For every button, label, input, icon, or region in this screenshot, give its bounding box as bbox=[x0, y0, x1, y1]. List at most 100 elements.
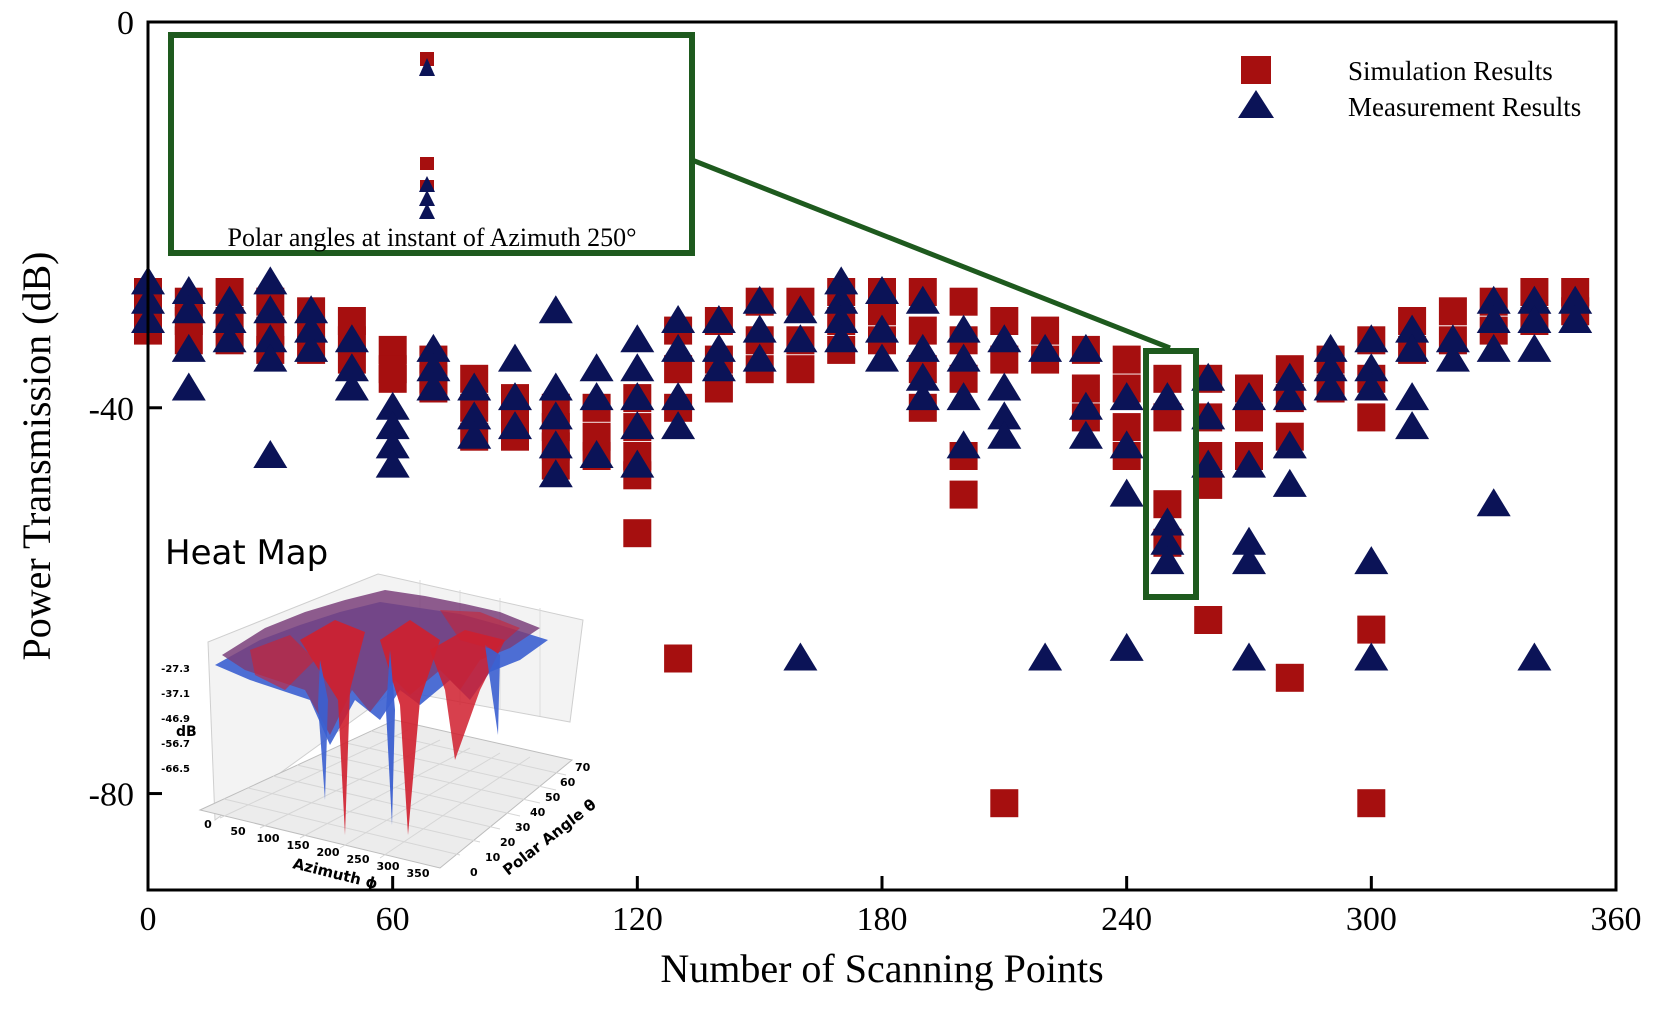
measurement-point bbox=[375, 449, 410, 478]
heatmap-title: Heat Map bbox=[165, 533, 328, 573]
measurement-point bbox=[1395, 333, 1430, 362]
measurement-point bbox=[1191, 362, 1226, 391]
measurement-point bbox=[334, 372, 369, 401]
legend-label-measurement: Measurement Results bbox=[1348, 92, 1581, 122]
measurement-point bbox=[865, 343, 899, 372]
measurement-point bbox=[171, 372, 206, 401]
measurement-point bbox=[171, 276, 206, 304]
heatmap-surface bbox=[215, 590, 548, 835]
heatmap-x-tick: 300 bbox=[377, 860, 400, 873]
measurement-point bbox=[1354, 642, 1389, 671]
legend-marker-measurement bbox=[1238, 90, 1274, 118]
measurement-point bbox=[865, 314, 899, 343]
heatmap-z-tick: -37.1 bbox=[161, 689, 190, 700]
heatmap-z-tick: -46.9 bbox=[161, 714, 190, 725]
measurement-point bbox=[1028, 642, 1063, 671]
measurement-series bbox=[131, 266, 1593, 671]
x-axis-ticks: 0 60 120 180 240 300 360 bbox=[140, 876, 1642, 938]
heatmap-x-tick: 350 bbox=[407, 867, 430, 880]
x-tick-label: 240 bbox=[1101, 901, 1152, 938]
measurement-point bbox=[294, 333, 329, 362]
measurement-point bbox=[212, 305, 247, 333]
measurement-point bbox=[375, 430, 410, 459]
heatmap-inset: Heat Map bbox=[161, 533, 599, 893]
measurement-point bbox=[498, 411, 532, 440]
y-tick-label: -40 bbox=[89, 391, 134, 428]
measurement-point bbox=[1395, 382, 1430, 411]
measurement-point bbox=[1150, 382, 1185, 411]
measurement-point bbox=[375, 411, 410, 440]
simulation-point bbox=[664, 644, 693, 673]
measurement-point bbox=[1558, 285, 1593, 314]
heatmap-z-tick: -66.5 bbox=[161, 764, 190, 775]
simulation-point bbox=[378, 364, 407, 393]
heatmap-x-tick: 150 bbox=[287, 839, 310, 852]
y-axis-label: Power Transmission (dB) bbox=[14, 252, 59, 661]
measurement-point bbox=[1476, 305, 1511, 333]
measurement-point bbox=[620, 324, 655, 353]
measurement-point bbox=[1109, 430, 1144, 459]
measurement-point bbox=[905, 362, 940, 391]
measurement-point bbox=[457, 420, 492, 449]
measurement-point bbox=[1476, 488, 1511, 517]
heatmap-y-ticks: 0 10 20 30 40 50 60 70 bbox=[470, 761, 591, 879]
measurement-point bbox=[1313, 372, 1348, 401]
measurement-point bbox=[253, 295, 288, 324]
measurement-point bbox=[661, 411, 696, 440]
zoom-marker-sim-2 bbox=[420, 157, 434, 170]
measurement-point bbox=[1272, 382, 1307, 411]
measurement-point bbox=[742, 314, 777, 343]
measurement-point bbox=[334, 353, 369, 382]
zoom-annotation: Polar angles at instant of Azimuth 250° bbox=[168, 32, 1199, 600]
y-tick-label: -80 bbox=[89, 777, 134, 814]
simulation-point bbox=[1357, 615, 1386, 644]
heatmap-x-tick: 200 bbox=[317, 846, 340, 859]
measurement-point bbox=[1232, 449, 1266, 478]
measurement-point bbox=[1476, 333, 1511, 362]
measurement-point bbox=[253, 440, 288, 468]
y-axis-ticks: 0 -40 -80 bbox=[89, 5, 162, 814]
measurement-point bbox=[1395, 314, 1430, 343]
measurement-point bbox=[1558, 305, 1593, 333]
heatmap-y-tick: 10 bbox=[485, 851, 501, 864]
measurement-point bbox=[905, 285, 940, 314]
heatmap-z-label: dB bbox=[176, 724, 197, 740]
x-tick-label: 60 bbox=[376, 901, 410, 938]
measurement-point bbox=[661, 333, 696, 362]
zoom-marker-meas-2 bbox=[419, 176, 435, 192]
measurement-point bbox=[253, 266, 288, 295]
measurement-point bbox=[1313, 333, 1348, 362]
measurement-point bbox=[375, 391, 410, 420]
measurement-point bbox=[538, 430, 573, 459]
measurement-point bbox=[1435, 324, 1470, 353]
measurement-point bbox=[905, 333, 940, 362]
measurement-point bbox=[416, 333, 451, 362]
measurement-point bbox=[498, 382, 532, 411]
measurement-point bbox=[171, 295, 206, 324]
measurement-point bbox=[1313, 353, 1348, 382]
zoom-marker-meas-4 bbox=[419, 203, 435, 219]
measurement-point bbox=[1232, 382, 1266, 411]
measurement-point bbox=[661, 382, 696, 411]
heatmap-y-tick: 40 bbox=[530, 806, 546, 819]
measurement-point bbox=[1068, 333, 1103, 362]
measurement-point bbox=[1191, 401, 1226, 430]
measurement-point bbox=[620, 449, 655, 478]
simulation-point bbox=[1438, 297, 1467, 326]
zoom-marker-meas-3 bbox=[419, 190, 435, 206]
measurement-point bbox=[946, 430, 981, 459]
measurement-point bbox=[1517, 285, 1552, 314]
measurement-point bbox=[1232, 546, 1266, 575]
measurement-point bbox=[294, 314, 329, 343]
measurement-point bbox=[1232, 642, 1266, 671]
heatmap-y-tick: 60 bbox=[560, 776, 576, 789]
simulation-point bbox=[1357, 403, 1386, 432]
measurement-point bbox=[1232, 526, 1266, 555]
measurement-point bbox=[701, 353, 736, 382]
measurement-point bbox=[538, 459, 573, 488]
measurement-point bbox=[783, 642, 818, 671]
zoom-box-label: Polar angles at instant of Azimuth 250° bbox=[227, 223, 636, 252]
y-tick-label: 0 bbox=[117, 5, 134, 42]
measurement-point bbox=[824, 285, 859, 314]
measurement-point bbox=[783, 324, 818, 353]
